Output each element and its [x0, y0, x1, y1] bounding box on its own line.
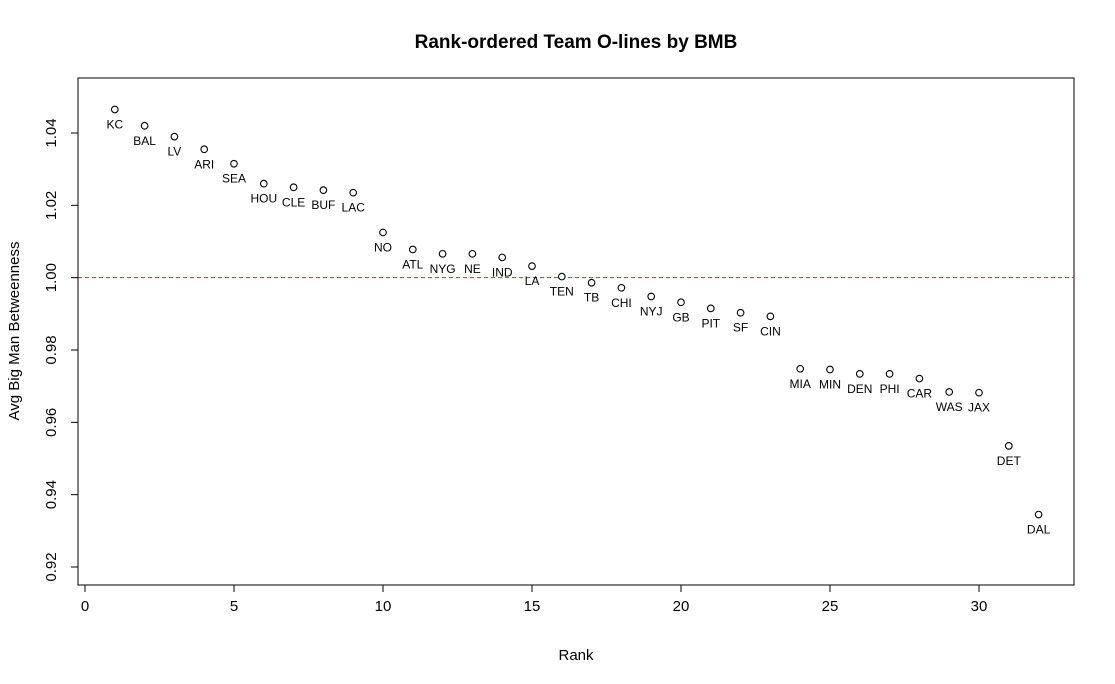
y-axis-label: Avg Big Man Betweenness [6, 242, 23, 421]
data-point [677, 298, 685, 307]
data-point [468, 249, 477, 258]
x-tick-label: 5 [230, 598, 238, 615]
y-tick-label: 1.00 [43, 263, 60, 292]
point-label: CHI [611, 296, 632, 310]
point-label: DET [997, 454, 1022, 468]
data-point [975, 388, 983, 397]
y-tick-label: 1.02 [43, 191, 60, 220]
point-label: GB [672, 310, 689, 324]
data-point [438, 249, 447, 258]
y-tick-label: 0.98 [43, 335, 60, 364]
point-label: HOU [250, 192, 277, 206]
x-tick-label: 15 [524, 598, 541, 615]
data-point [736, 308, 745, 317]
point-label: NYG [430, 262, 456, 276]
x-tick-label: 10 [375, 598, 392, 615]
point-label: CAR [907, 387, 933, 401]
point-label: ARI [194, 157, 214, 171]
data-point [1034, 510, 1043, 519]
point-label: CLE [282, 195, 305, 209]
point-label: SF [733, 321, 748, 335]
point-label: WAS [936, 400, 963, 414]
data-point [289, 183, 298, 192]
point-label: LA [525, 274, 540, 288]
point-label: CIN [760, 324, 781, 338]
data-point [557, 272, 566, 281]
point-label: PHI [880, 382, 900, 396]
chart-title: Rank-ordered Team O-lines by BMB [415, 32, 738, 53]
point-label: TEN [550, 285, 574, 299]
data-point [259, 179, 268, 188]
data-point [528, 262, 536, 270]
point-label: KC [106, 117, 123, 131]
data-point [796, 364, 805, 373]
point-label: LAC [342, 201, 366, 215]
data-point [349, 188, 358, 197]
data-point [587, 278, 596, 287]
point-label: MIA [790, 377, 811, 391]
data-point [826, 365, 834, 374]
data-point [408, 245, 417, 254]
data-point [230, 159, 238, 168]
y-tick-label: 0.96 [43, 408, 60, 437]
y-tick-label: 0.92 [43, 552, 60, 581]
data-point [647, 292, 656, 301]
point-label: DAL [1027, 523, 1051, 537]
x-tick-label: 0 [81, 598, 89, 615]
data-point [110, 105, 119, 114]
data-point [945, 388, 954, 396]
point-labels: KC BAL LV ARI SEA HOU CLE BUF LAC NO ATL NYG NE IND LA… [106, 117, 1050, 536]
data-point [319, 186, 328, 194]
point-label: DEN [847, 382, 872, 396]
point-label: MIN [819, 378, 841, 392]
data-points [110, 105, 1043, 519]
point-label: TB [584, 291, 599, 305]
data-point [617, 283, 626, 292]
data-point [379, 228, 387, 237]
point-label: NE [464, 262, 481, 276]
y-tick-label: 0.94 [43, 480, 60, 509]
data-point [140, 121, 149, 130]
point-label: SEA [222, 172, 246, 186]
x-axis-label: Rank [558, 647, 594, 664]
point-label: LV [168, 145, 182, 159]
data-point [498, 253, 507, 262]
x-tick-label: 20 [673, 598, 690, 615]
data-point [915, 374, 924, 383]
data-point [706, 304, 715, 313]
data-point [1004, 441, 1013, 450]
y-tick-label: 1.04 [43, 118, 60, 147]
x-axis: 0 5 10 15 20 25 30 [81, 584, 988, 615]
point-label: NO [374, 240, 392, 254]
point-label: NYJ [640, 304, 663, 318]
data-point [170, 132, 179, 141]
point-label: IND [492, 265, 513, 279]
data-point [766, 312, 775, 321]
y-axis: 0.92 0.94 0.96 0.98 1.00 1.02 1.04 [43, 118, 79, 582]
data-point [885, 370, 894, 378]
point-label: ATL [402, 257, 423, 271]
x-tick-label: 30 [971, 598, 988, 615]
x-tick-label: 25 [822, 598, 839, 615]
data-point [855, 370, 864, 378]
point-label: BAL [133, 134, 156, 148]
point-label: JAX [968, 401, 990, 415]
plot-area-border [77, 77, 1075, 586]
data-point [200, 145, 209, 154]
point-label: BUF [311, 198, 335, 212]
point-label: PIT [701, 316, 720, 330]
